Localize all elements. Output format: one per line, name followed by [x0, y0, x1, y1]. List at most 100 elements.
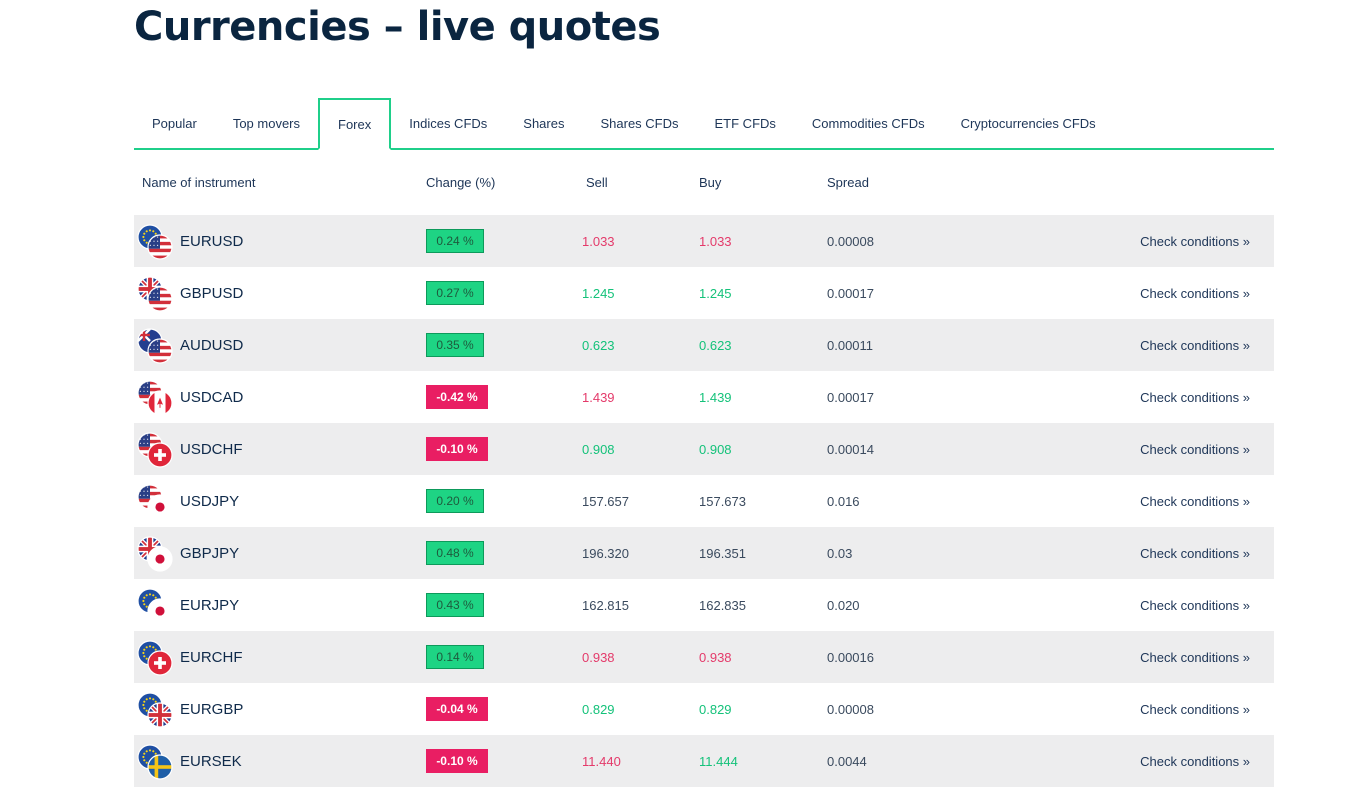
sell-price: 1.439 — [582, 389, 615, 405]
sell-price: 11.440 — [582, 753, 621, 769]
table-row[interactable]: EURJPY 0.43 % 162.815 162.835 0.020 Check con… — [134, 579, 1274, 631]
buy-price: 0.908 — [699, 441, 732, 457]
change-cell: 0.14 % — [426, 631, 484, 683]
tab-shares-cfds[interactable]: Shares CFDs — [600, 115, 679, 131]
change-badge: 0.35 % — [426, 333, 484, 357]
sell-price: 1.033 — [582, 233, 615, 249]
change-cell: -0.42 % — [426, 371, 488, 423]
buy-price: 1.439 — [699, 389, 732, 405]
table-row[interactable]: GBPJPY 0.48 % 196.320 196.351 0.03 Check cond… — [134, 527, 1274, 579]
table-row[interactable]: EURSEK -0.10 % 11.440 11.444 0.0044 Check con… — [134, 735, 1274, 787]
change-badge: -0.42 % — [426, 385, 488, 409]
buy-price: 0.938 — [699, 649, 732, 665]
table-row[interactable]: USDCAD -0.42 % 1.439 1.439 0.00017 Check cond… — [134, 371, 1274, 423]
tab-forex[interactable]: Forex — [318, 98, 392, 150]
instrument-name[interactable]: EURCHF — [180, 648, 243, 666]
check-conditions-link[interactable]: Check conditions » — [1140, 545, 1250, 561]
tab-popular[interactable]: Popular — [152, 115, 197, 131]
header-change: Change (%) — [426, 175, 496, 190]
instrument-name[interactable]: EURSEK — [180, 752, 242, 770]
change-cell: 0.24 % — [426, 215, 484, 267]
spread-value: 0.00014 — [827, 441, 874, 457]
currency-pair-flag-icon — [137, 640, 173, 676]
buy-price: 0.623 — [699, 337, 732, 353]
instrument-name[interactable]: USDCHF — [180, 440, 243, 458]
table-row[interactable]: EURGBP -0.04 % 0.829 0.829 0.00008 Check cond… — [134, 683, 1274, 735]
buy-price: 162.835 — [699, 597, 746, 613]
instrument-name[interactable]: EURGBP — [180, 700, 244, 718]
check-conditions-link[interactable]: Check conditions » — [1140, 493, 1250, 509]
sell-price: 162.815 — [582, 597, 629, 613]
instrument-name[interactable]: GBPJPY — [180, 544, 240, 562]
instrument-name[interactable]: AUDUSD — [180, 336, 244, 354]
instrument-name[interactable]: GBPUSD — [180, 284, 244, 302]
spread-value: 0.020 — [827, 597, 860, 613]
sell-price: 0.829 — [582, 701, 615, 717]
sell-price: 0.623 — [582, 337, 615, 353]
spread-value: 0.03 — [827, 545, 853, 561]
buy-price: 0.829 — [699, 701, 732, 717]
buy-price: 196.351 — [699, 545, 746, 561]
tab-indices-cfds[interactable]: Indices CFDs — [409, 115, 488, 131]
change-cell: 0.43 % — [426, 579, 484, 631]
change-badge: -0.10 % — [426, 437, 488, 461]
check-conditions-link[interactable]: Check conditions » — [1140, 389, 1250, 405]
tab-top-movers[interactable]: Top movers — [232, 115, 301, 131]
change-badge: 0.43 % — [426, 593, 484, 617]
tab-cryptocurrencies-cfds[interactable]: Cryptocurrencies CFDs — [960, 115, 1096, 131]
spread-value: 0.016 — [827, 493, 860, 509]
spread-value: 0.00011 — [827, 337, 874, 353]
currency-pair-flag-icon — [137, 328, 173, 364]
spread-value: 0.00008 — [827, 233, 874, 249]
buy-price: 11.444 — [699, 753, 738, 769]
check-conditions-link[interactable]: Check conditions » — [1140, 441, 1250, 457]
table-row[interactable]: GBPUSD 0.27 % 1.245 1.245 0.00017 Check condi… — [134, 267, 1274, 319]
change-cell: -0.04 % — [426, 683, 488, 735]
change-badge: 0.20 % — [426, 489, 484, 513]
currency-pair-flag-icon — [137, 276, 173, 312]
table-row[interactable]: USDCHF -0.10 % 0.908 0.908 0.00014 Check cond… — [134, 423, 1274, 475]
tab-commodities-cfds[interactable]: Commodities CFDs — [811, 115, 925, 131]
currency-pair-flag-icon — [137, 380, 173, 416]
table-row[interactable]: USDJPY 0.20 % 157.657 157.673 0.016 Check con… — [134, 475, 1274, 527]
change-cell: 0.35 % — [426, 319, 484, 371]
tab-etf-cfds[interactable]: ETF CFDs — [714, 115, 776, 131]
check-conditions-link[interactable]: Check conditions » — [1140, 233, 1250, 249]
check-conditions-link[interactable]: Check conditions » — [1140, 337, 1250, 353]
instrument-name[interactable]: EURUSD — [180, 232, 244, 250]
table-row[interactable]: EURCHF 0.14 % 0.938 0.938 0.00016 Check condi… — [134, 631, 1274, 683]
spread-value: 0.00008 — [827, 701, 874, 717]
instrument-name[interactable]: EURJPY — [180, 596, 240, 614]
change-badge: -0.04 % — [426, 697, 488, 721]
check-conditions-link[interactable]: Check conditions » — [1140, 285, 1250, 301]
sell-price: 157.657 — [582, 493, 629, 509]
header-buy: Buy — [699, 175, 722, 190]
sell-price: 196.320 — [582, 545, 629, 561]
change-cell: -0.10 % — [426, 423, 488, 475]
instrument-name[interactable]: USDJPY — [180, 492, 240, 510]
change-badge: -0.10 % — [426, 749, 488, 773]
currency-pair-flag-icon — [137, 536, 173, 572]
currency-pair-flag-icon — [137, 484, 173, 520]
buy-price: 1.245 — [699, 285, 732, 301]
spread-value: 0.00017 — [827, 389, 874, 405]
check-conditions-link[interactable]: Check conditions » — [1140, 753, 1250, 769]
check-conditions-link[interactable]: Check conditions » — [1140, 597, 1250, 613]
buy-price: 1.033 — [699, 233, 732, 249]
check-conditions-link[interactable]: Check conditions » — [1140, 649, 1250, 665]
spread-value: 0.00017 — [827, 285, 874, 301]
spread-value: 0.0044 — [827, 753, 867, 769]
table-row[interactable]: EURUSD 0.24 % 1.033 1.033 0.00008 Check condi… — [134, 215, 1274, 267]
instrument-name[interactable]: USDCAD — [180, 388, 244, 406]
quotes-table: EURUSD 0.24 % 1.033 1.033 0.00008 Check condi… — [134, 215, 1274, 787]
table-row[interactable]: AUDUSD 0.35 % 0.623 0.623 0.00011 Check condi… — [134, 319, 1274, 371]
sell-price: 0.938 — [582, 649, 615, 665]
sell-price: 0.908 — [582, 441, 615, 457]
currency-pair-flag-icon — [137, 588, 173, 624]
change-badge: 0.14 % — [426, 645, 484, 669]
sell-price: 1.245 — [582, 285, 615, 301]
check-conditions-link[interactable]: Check conditions » — [1140, 701, 1250, 717]
tab-shares[interactable]: Shares — [523, 115, 565, 131]
change-cell: 0.48 % — [426, 527, 484, 579]
currency-pair-flag-icon — [137, 432, 173, 468]
